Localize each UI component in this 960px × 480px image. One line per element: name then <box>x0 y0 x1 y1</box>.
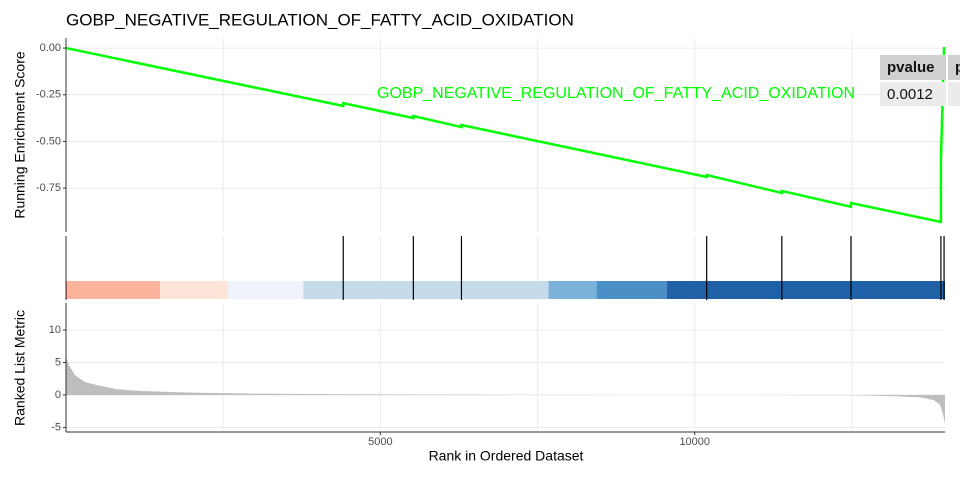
table-header: pvalue <box>887 59 935 76</box>
table-cell <box>880 82 946 106</box>
heat-segment <box>666 281 945 299</box>
score-line <box>65 46 946 224</box>
x-tick-label: 10000 <box>679 436 710 448</box>
y-tick-label: 5 <box>55 356 61 368</box>
table-value: 0.0012 <box>887 86 933 103</box>
y-axis-label: Ranked List Metric <box>12 310 28 426</box>
heat-segment <box>548 281 597 299</box>
metric-area <box>66 355 945 425</box>
x-tick-label: 5000 <box>368 436 392 448</box>
y-tick-label: 0.00 <box>40 42 61 54</box>
y-tick-label: -0.50 <box>36 135 61 147</box>
table-header-cell <box>880 55 946 80</box>
table-header: p <box>955 59 960 76</box>
y-tick-label: 10 <box>49 324 61 336</box>
table-header-cell <box>948 55 960 80</box>
legend-label: GOBP_NEGATIVE_REGULATION_OF_FATTY_ACID_O… <box>377 85 855 102</box>
heat-segment <box>228 281 304 299</box>
table-cell <box>948 82 960 106</box>
y-tick-label: 0 <box>55 389 61 401</box>
heat-segment <box>596 281 667 299</box>
y-tick-label: -0.75 <box>36 182 61 194</box>
chart-title: GOBP_NEGATIVE_REGULATION_OF_FATTY_ACID_O… <box>66 10 574 29</box>
heat-segment <box>66 281 161 299</box>
heat-segment <box>303 281 549 299</box>
y-axis-label: Running Enrichment Score <box>12 51 28 219</box>
y-tick-label: -5 <box>51 421 61 433</box>
y-tick-label: -0.25 <box>36 89 61 101</box>
x-axis-label: Rank in Ordered Dataset <box>429 448 584 464</box>
heat-segment <box>160 281 229 299</box>
